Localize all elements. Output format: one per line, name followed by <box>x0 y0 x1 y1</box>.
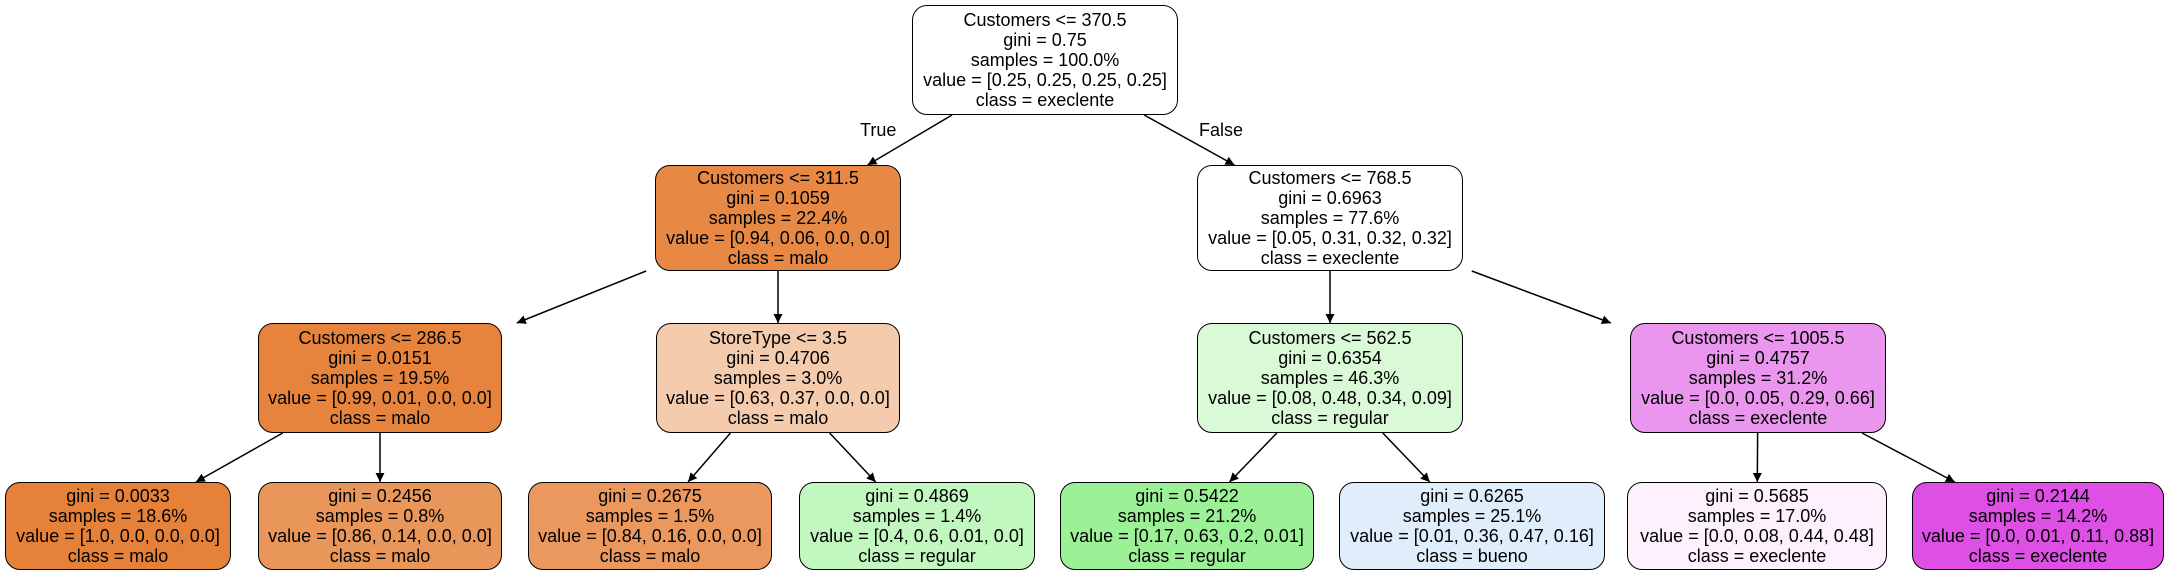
node-text-line: samples = 31.2% <box>1688 368 1828 388</box>
node-text-line: samples = 21.2% <box>1117 506 1257 526</box>
tree-node-n2: Customers <= 768.5 gini = 0.6963 samples =… <box>1197 165 1463 271</box>
node-text-line: gini = 0.6354 <box>1278 348 1382 368</box>
node-text-line: gini = 0.2456 <box>328 486 432 506</box>
node-text-line: gini = 0.4869 <box>865 486 969 506</box>
tree-node-l3: gini = 0.2675 samples = 1.5% value = [0.84… <box>528 482 772 570</box>
node-text-line: Customers <= 768.5 <box>1248 168 1412 188</box>
node-text-line: value = [0.86, 0.14, 0.0, 0.0] <box>268 526 492 546</box>
edge-n1-n3 <box>516 270 647 324</box>
edge-n5-l5 <box>1228 432 1278 483</box>
node-text-line: StoreType <= 3.5 <box>708 328 848 348</box>
node-text-line: value = [0.63, 0.37, 0.0, 0.0] <box>666 388 890 408</box>
tree-node-l5: gini = 0.5422 samples = 21.2% value = [0.1… <box>1060 482 1314 570</box>
node-text-line: samples = 3.0% <box>713 368 843 388</box>
edge-n6-l8 <box>1861 432 1956 483</box>
node-text-line: Customers <= 311.5 <box>697 168 859 188</box>
node-text-line: class = malo <box>329 408 431 428</box>
node-text-line: value = [0.0, 0.01, 0.11, 0.88] <box>1921 526 2155 546</box>
node-text-line: gini = 0.4757 <box>1706 348 1810 368</box>
node-text-line: value = [0.25, 0.25, 0.25, 0.25] <box>923 70 1167 90</box>
node-text-line: Customers <= 1005.5 <box>1671 328 1845 348</box>
edge-label-false: False <box>1199 120 1244 140</box>
edge-n5-l6 <box>1382 432 1431 483</box>
node-text-line: class = malo <box>727 408 829 428</box>
node-text-line: samples = 25.1% <box>1402 506 1542 526</box>
node-text-line: gini = 0.2675 <box>598 486 702 506</box>
node-text-line: value = [0.17, 0.63, 0.2, 0.01] <box>1070 526 1304 546</box>
node-text-line: gini = 0.6963 <box>1278 188 1382 208</box>
node-text-line: value = [0.84, 0.16, 0.0, 0.0] <box>538 526 762 546</box>
tree-node-l8: gini = 0.2144 samples = 14.2% value = [0.0… <box>1912 482 2164 570</box>
node-text-line: samples = 77.6% <box>1260 208 1400 228</box>
node-text-line: value = [0.94, 0.06, 0.0, 0.0] <box>666 228 890 248</box>
node-text-line: value = [0.0, 0.08, 0.44, 0.48] <box>1640 526 1874 546</box>
node-text-line: value = [0.99, 0.01, 0.0, 0.0] <box>268 388 492 408</box>
tree-node-l2: gini = 0.2456 samples = 0.8% value = [0.86… <box>258 482 502 570</box>
node-text-line: class = execlente <box>1688 408 1828 428</box>
node-text-line: value = [0.0, 0.05, 0.29, 0.66] <box>1641 388 1875 408</box>
edge-label-true: True <box>860 120 897 140</box>
edge-n4-l4 <box>829 432 877 483</box>
node-text-line: gini = 0.5685 <box>1705 486 1809 506</box>
node-text-line: class = malo <box>67 546 169 566</box>
node-text-line: samples = 46.3% <box>1260 368 1400 388</box>
node-text-line: gini = 0.6265 <box>1420 486 1524 506</box>
node-text-line: value = [1.0, 0.0, 0.0, 0.0] <box>16 526 220 546</box>
edge-n3-l1 <box>195 432 284 483</box>
node-text-line: samples = 18.6% <box>48 506 188 526</box>
node-text-line: value = [0.08, 0.48, 0.34, 0.09] <box>1208 388 1452 408</box>
node-text-line: class = regular <box>1128 546 1246 566</box>
node-text-line: class = regular <box>1271 408 1389 428</box>
node-text-line: samples = 1.5% <box>585 506 715 526</box>
tree-node-l6: gini = 0.6265 samples = 25.1% value = [0.0… <box>1339 482 1605 570</box>
node-text-line: samples = 100.0% <box>970 50 1120 70</box>
node-text-line: value = [0.4, 0.6, 0.01, 0.0] <box>810 526 1024 546</box>
tree-node-l4: gini = 0.4869 samples = 1.4% value = [0.4,… <box>799 482 1035 570</box>
tree-node-root: Customers <= 370.5 gini = 0.75 samples = 1… <box>912 5 1178 115</box>
edge-root-n2 <box>1143 114 1235 166</box>
edge-n4-l3 <box>687 432 731 483</box>
node-text-line: gini = 0.1059 <box>726 188 830 208</box>
node-text-line: value = [0.01, 0.36, 0.47, 0.16] <box>1350 526 1594 546</box>
node-text-line: samples = 0.8% <box>315 506 445 526</box>
node-text-line: class = malo <box>727 248 829 268</box>
node-text-line: class = execlente <box>1968 546 2108 566</box>
tree-node-n3: Customers <= 286.5 gini = 0.0151 samples =… <box>258 323 502 433</box>
tree-node-n1: Customers <= 311.5 gini = 0.1059 samples =… <box>655 165 901 271</box>
node-text-line: samples = 22.4% <box>708 208 848 228</box>
node-text-line: gini = 0.4706 <box>726 348 830 368</box>
node-text-line: class = malo <box>599 546 701 566</box>
node-text-line: Customers <= 370.5 <box>963 10 1127 30</box>
edge-root-n1 <box>867 114 953 166</box>
node-text-line: Customers <= 562.5 <box>1248 328 1412 348</box>
tree-node-l7: gini = 0.5685 samples = 17.0% value = [0.0… <box>1627 482 1887 570</box>
node-text-line: class = malo <box>329 546 431 566</box>
tree-node-n4: StoreType <= 3.5 gini = 0.4706 samples = 3… <box>656 323 900 433</box>
node-text-line: Customers <= 286.5 <box>298 328 462 348</box>
node-text-line: samples = 14.2% <box>1968 506 2108 526</box>
node-text-line: class = execlente <box>1687 546 1827 566</box>
node-text-line: class = bueno <box>1416 546 1528 566</box>
node-text-line: class = execlente <box>975 90 1115 110</box>
node-text-line: gini = 0.0033 <box>66 486 170 506</box>
node-text-line: samples = 19.5% <box>310 368 450 388</box>
node-text-line: class = regular <box>858 546 976 566</box>
node-text-line: gini = 0.75 <box>1003 30 1087 50</box>
node-text-line: gini = 0.0151 <box>328 348 432 368</box>
edge-n2-n6 <box>1471 270 1612 325</box>
node-text-line: samples = 1.4% <box>852 506 982 526</box>
node-text-line: gini = 0.5422 <box>1135 486 1239 506</box>
tree-node-n5: Customers <= 562.5 gini = 0.6354 samples =… <box>1197 323 1463 433</box>
node-text-line: samples = 17.0% <box>1687 506 1827 526</box>
node-text-line: gini = 0.2144 <box>1986 486 2090 506</box>
tree-node-l1: gini = 0.0033 samples = 18.6% value = [1.0… <box>5 482 231 570</box>
tree-node-n6: Customers <= 1005.5 gini = 0.4757 samples … <box>1630 323 1886 433</box>
node-text-line: value = [0.05, 0.31, 0.32, 0.32] <box>1208 228 1452 248</box>
node-text-line: class = execlente <box>1260 248 1400 268</box>
